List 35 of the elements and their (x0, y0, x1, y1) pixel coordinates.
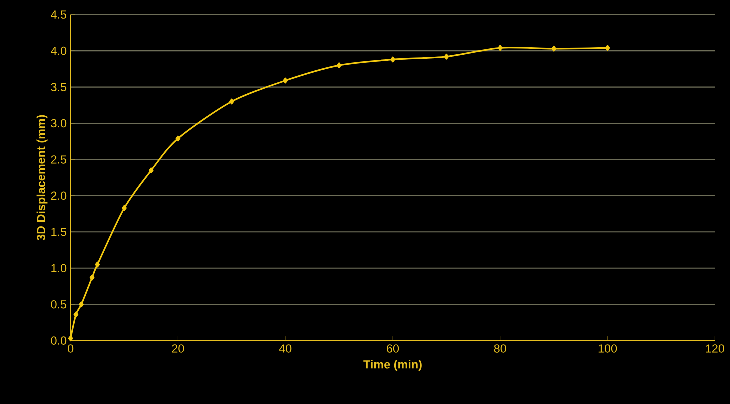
point (283, 78, 288, 84)
point (390, 56, 396, 62)
point (552, 46, 556, 52)
y-tick-label: 2.0 (51, 192, 67, 200)
point (230, 98, 234, 104)
point (95, 262, 100, 268)
y-tick-label: 4.5 (51, 10, 67, 19)
y-tick-label: 2.5 (51, 155, 67, 164)
x-tick-label: 40 (279, 344, 292, 353)
point (122, 205, 127, 211)
y-tick-label: 3.0 (51, 119, 67, 128)
y-axis-title: 3D Displacement (mm) (36, 115, 48, 240)
point (148, 167, 154, 174)
point (605, 45, 610, 51)
y-tick-label: 1.0 (52, 264, 67, 272)
y-tick-label: 1.5 (52, 228, 67, 236)
x-tick-label: 60 (387, 344, 400, 353)
point (68, 336, 74, 342)
point (176, 136, 181, 142)
x-tick-label: 20 (172, 344, 184, 353)
point (90, 274, 95, 281)
point (336, 62, 342, 68)
point (444, 54, 450, 60)
y-tick-label: 0.0 (51, 336, 67, 345)
point (74, 312, 79, 318)
x-axis-title: Time (min) (364, 360, 422, 371)
point (498, 45, 503, 51)
y-tick-label: 3.5 (51, 82, 67, 92)
x-tick-label: 120 (706, 344, 724, 353)
x-tick-label: 80 (494, 344, 506, 353)
x-tick-label: 100 (598, 344, 618, 353)
y-tick-label: 0.5 (51, 300, 67, 309)
point (79, 301, 84, 308)
x-tick-label: 0 (68, 344, 74, 353)
y-tick-label: 4.0 (51, 46, 67, 56)
